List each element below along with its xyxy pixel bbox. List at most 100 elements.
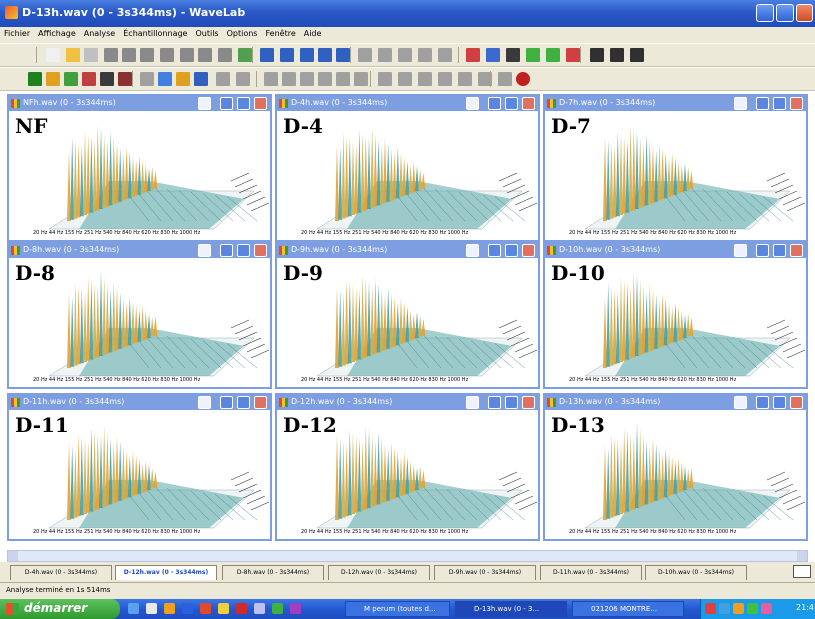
toolbar-tool-19-icon[interactable] xyxy=(398,48,412,62)
close-button[interactable] xyxy=(796,4,813,22)
toolbar-tool-11-icon[interactable] xyxy=(238,48,252,62)
child-title-bar[interactable]: D-10h.wav (0 - 3s344ms) xyxy=(545,243,806,258)
toolbar2-tool-21-icon[interactable] xyxy=(418,72,432,86)
spectrum-window-d-10[interactable]: D-10h.wav (0 - 3s344ms) D-10 20 Hz 44 Hz 1… xyxy=(543,241,808,389)
child-maximize-icon[interactable] xyxy=(773,396,786,409)
child-close-icon[interactable] xyxy=(254,244,267,257)
toolbar2-tool-19-icon[interactable] xyxy=(378,72,392,86)
child-minimize-icon[interactable] xyxy=(756,396,769,409)
child-maximize-icon[interactable] xyxy=(773,244,786,257)
toolbar2-tool-13-icon[interactable] xyxy=(264,72,278,86)
quicklaunch-word-icon[interactable] xyxy=(182,603,193,614)
child-maximize-icon[interactable] xyxy=(505,244,518,257)
child-maximize-icon[interactable] xyxy=(237,97,250,110)
document-tab[interactable]: D-4h.wav (0 - 3s344ms) xyxy=(10,565,112,580)
scroll-right-arrow-icon[interactable] xyxy=(797,551,807,561)
child-title-bar[interactable]: NFh.wav (0 - 3s344ms) xyxy=(9,96,270,111)
child-minimize-icon[interactable] xyxy=(756,97,769,110)
child-minimize-icon[interactable] xyxy=(488,244,501,257)
toolbar2-tool-11-icon[interactable] xyxy=(216,72,230,86)
minimize-button[interactable] xyxy=(756,4,774,22)
tray-icon-4[interactable] xyxy=(747,603,758,614)
toolbar2-tool-25-icon[interactable] xyxy=(498,72,512,86)
child-menu-icon[interactable] xyxy=(466,244,479,257)
tray-icon-5[interactable] xyxy=(761,603,772,614)
child-close-icon[interactable] xyxy=(522,97,535,110)
toolbar2-tool-7-icon[interactable] xyxy=(140,72,154,86)
child-maximize-icon[interactable] xyxy=(505,97,518,110)
spectrum-window-nf[interactable]: NFh.wav (0 - 3s344ms) NF 20 Hz 44 Hz 155 H… xyxy=(7,94,272,242)
document-tab[interactable]: D-10h.wav (0 - 3s344ms) xyxy=(645,565,747,580)
menu-affichage[interactable]: Affichage xyxy=(38,29,76,38)
child-close-icon[interactable] xyxy=(522,396,535,409)
spectrum-window-d-13[interactable]: D-13h.wav (0 - 3s344ms) D-13 20 Hz 44 Hz 1… xyxy=(543,393,808,541)
toolbar2-tool-23-icon[interactable] xyxy=(458,72,472,86)
toolbar2-tool-8-icon[interactable] xyxy=(158,72,172,86)
menu-aide[interactable]: Aide xyxy=(303,29,322,38)
child-minimize-icon[interactable] xyxy=(220,97,233,110)
toolbar-tool-26-icon[interactable] xyxy=(546,48,560,62)
toolbar-tool-27-icon[interactable] xyxy=(566,48,580,62)
toolbar-tool-24-icon[interactable] xyxy=(506,48,520,62)
toolbar-tool-17-icon[interactable] xyxy=(358,48,372,62)
child-menu-icon[interactable] xyxy=(198,97,211,110)
toolbar-tool-25-icon[interactable] xyxy=(526,48,540,62)
horizontal-scrollbar[interactable] xyxy=(7,550,808,562)
toolbar-tool-6-icon[interactable] xyxy=(140,48,154,62)
tray-icon-1[interactable] xyxy=(705,603,716,614)
document-tab[interactable]: D-12h.wav (0 - 3s344ms) xyxy=(115,565,217,580)
document-tab[interactable]: D-9h.wav (0 - 3s344ms) xyxy=(434,565,536,580)
toolbar-tool-28-icon[interactable] xyxy=(590,48,604,62)
child-maximize-icon[interactable] xyxy=(237,244,250,257)
document-tab[interactable]: D-12h.wav (0 - 3s344ms) xyxy=(328,565,430,580)
child-title-bar[interactable]: D-11h.wav (0 - 3s344ms) xyxy=(9,395,270,410)
toolbar-tool-20-icon[interactable] xyxy=(418,48,432,62)
toolbar2-tool-1-icon[interactable] xyxy=(28,72,42,86)
menu-fenetre[interactable]: Fenêtre xyxy=(265,29,296,38)
toolbar-tool-4-icon[interactable] xyxy=(104,48,118,62)
child-menu-icon[interactable] xyxy=(466,97,479,110)
toolbar2-tool-20-icon[interactable] xyxy=(398,72,412,86)
child-close-icon[interactable] xyxy=(254,97,267,110)
toolbar2-tool-9-icon[interactable] xyxy=(176,72,190,86)
child-title-bar[interactable]: D-7h.wav (0 - 3s344ms) xyxy=(545,96,806,111)
child-maximize-icon[interactable] xyxy=(505,396,518,409)
start-button[interactable]: démarrer xyxy=(0,599,120,619)
toolbar-tool-30-icon[interactable] xyxy=(630,48,644,62)
child-minimize-icon[interactable] xyxy=(756,244,769,257)
child-menu-icon[interactable] xyxy=(466,396,479,409)
toolbar-tool-16-icon[interactable] xyxy=(336,48,350,62)
toolbar2-tool-26-icon[interactable] xyxy=(516,72,530,86)
toolbar2-tool-15-icon[interactable] xyxy=(300,72,314,86)
child-minimize-icon[interactable] xyxy=(220,396,233,409)
document-tab[interactable]: D-11h.wav (0 - 3s344ms) xyxy=(540,565,642,580)
toolbar2-tool-12-icon[interactable] xyxy=(236,72,250,86)
toolbar2-tool-16-icon[interactable] xyxy=(318,72,332,86)
child-title-bar[interactable]: D-8h.wav (0 - 3s344ms) xyxy=(9,243,270,258)
quicklaunch-ie-icon[interactable] xyxy=(128,603,139,614)
child-close-icon[interactable] xyxy=(790,97,803,110)
menu-outils[interactable]: Outils xyxy=(195,29,219,38)
menu-fichier[interactable]: Fichier xyxy=(4,29,31,38)
toolbar-tool-9-icon[interactable] xyxy=(198,48,212,62)
child-close-icon[interactable] xyxy=(790,396,803,409)
toolbar-tool-2-icon[interactable] xyxy=(66,48,80,62)
toolbar2-tool-4-icon[interactable] xyxy=(82,72,96,86)
toolbar2-tool-2-icon[interactable] xyxy=(46,72,60,86)
child-title-bar[interactable]: D-13h.wav (0 - 3s344ms) xyxy=(545,395,806,410)
child-menu-icon[interactable] xyxy=(734,244,747,257)
toolbar-tool-5-icon[interactable] xyxy=(122,48,136,62)
toolbar2-tool-18-icon[interactable] xyxy=(354,72,368,86)
toolbar-tool-1-icon[interactable] xyxy=(46,48,60,62)
maximize-button[interactable] xyxy=(776,4,794,22)
toolbar2-tool-3-icon[interactable] xyxy=(64,72,78,86)
child-title-bar[interactable]: D-9h.wav (0 - 3s344ms) xyxy=(277,243,538,258)
toolbar-tool-15-icon[interactable] xyxy=(318,48,332,62)
spectrum-window-d-11[interactable]: D-11h.wav (0 - 3s344ms) D-11 20 Hz 44 Hz 1… xyxy=(7,393,272,541)
toolbar-tool-13-icon[interactable] xyxy=(280,48,294,62)
toolbar-tool-8-icon[interactable] xyxy=(180,48,194,62)
child-minimize-icon[interactable] xyxy=(220,244,233,257)
tray-icon-3[interactable] xyxy=(733,603,744,614)
child-menu-icon[interactable] xyxy=(198,244,211,257)
child-menu-icon[interactable] xyxy=(734,396,747,409)
